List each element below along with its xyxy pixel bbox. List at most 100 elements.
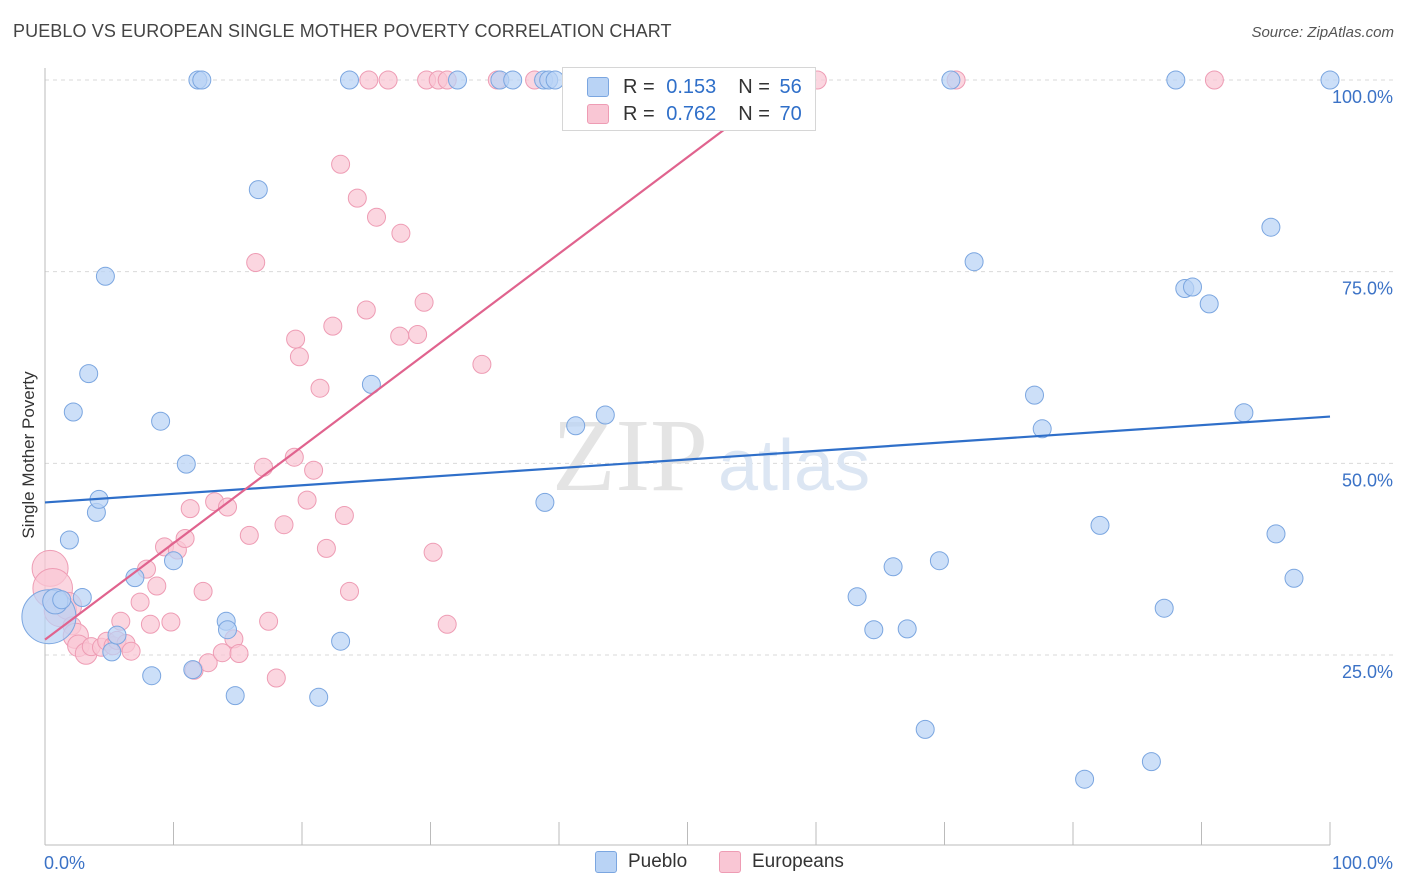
europeans-point-46 (323, 316, 343, 336)
legend-row-pueblo: R = 0.153 N = 56 (587, 74, 802, 100)
pueblo-point-43 (941, 70, 961, 90)
pueblo-trend-line (44, 415, 1331, 504)
pueblo-point-17 (183, 660, 203, 680)
europeans-point-18 (140, 614, 160, 634)
pueblo-legend-label: Pueblo (628, 851, 688, 872)
pueblo-point-42 (929, 551, 949, 571)
europeans-point-43 (304, 460, 324, 480)
pueblo-point-57 (1266, 524, 1286, 544)
pueblo-point-23 (248, 180, 268, 200)
pueblo-point-53 (1183, 277, 1202, 297)
europeans-point-52 (359, 70, 379, 90)
pueblo-point-11 (107, 625, 127, 645)
pueblo-point-21 (218, 620, 237, 640)
axes (44, 68, 1331, 846)
europeans-point-21 (161, 612, 181, 632)
pueblo-point-25 (331, 631, 351, 651)
pueblo-point-54 (1199, 294, 1219, 314)
pueblo-point-14 (151, 411, 171, 431)
chart-title: PUEBLO VS EUROPEAN SINGLE MOTHER POVERTY… (13, 21, 672, 41)
europeans-point-53 (367, 207, 386, 227)
pueblo-point-50 (1154, 598, 1174, 618)
watermark-atlas: atlas (718, 426, 870, 506)
europeans-point-49 (340, 581, 359, 601)
watermark-zip: ZIP (552, 398, 708, 513)
y-tick-label-25: 25.0% (1342, 662, 1393, 682)
europeans-point-47 (331, 154, 351, 174)
pueblo-n-label: N = (738, 75, 770, 98)
tick-labels: 25.0% 50.0% 75.0% 100.0% 0.0% 100.0% (44, 87, 1393, 873)
pueblo-point-16 (176, 454, 196, 474)
europeans-r-label: R = (623, 102, 655, 125)
y-tick-label-75: 75.0% (1342, 279, 1393, 299)
europeans-point-55 (390, 326, 410, 346)
legend-row-europeans: R = 0.762 N = 70 (587, 101, 802, 127)
y-tick-label-100: 100.0% (1332, 87, 1393, 107)
europeans-trend-line (44, 79, 791, 641)
europeans-point-56 (391, 223, 411, 243)
europeans-point-60 (423, 542, 443, 562)
europeans-point-42 (297, 490, 317, 510)
pueblo-point-27 (340, 70, 359, 90)
europeans-point-37 (266, 668, 286, 688)
bottom-legend-pueblo[interactable]: Pueblo (595, 851, 687, 873)
europeans-point-33 (239, 525, 259, 545)
europeans-point-15 (121, 641, 141, 661)
pueblo-point-6 (79, 364, 99, 384)
europeans-point-26 (193, 581, 213, 601)
pueblo-point-22 (225, 686, 245, 706)
gridlines (45, 79, 1395, 656)
pueblo-point-9 (95, 266, 115, 286)
pueblo-point-49 (1141, 752, 1161, 772)
europeans-point-24 (180, 499, 200, 519)
europeans-r-value: 0.762 (666, 102, 717, 125)
pueblo-r-value: 0.153 (666, 75, 717, 98)
europeans-point-69 (1204, 70, 1224, 90)
pueblo-point-47 (1075, 769, 1095, 789)
europeans-point-39 (284, 447, 304, 467)
europeans-point-23 (175, 529, 195, 548)
x-tick-label-0: 0.0% (44, 853, 85, 873)
pueblo-point-46 (1032, 419, 1052, 439)
europeans-point-48 (334, 506, 354, 525)
europeans-point-62 (437, 614, 457, 634)
europeans-point-57 (408, 325, 428, 344)
pueblo-point-36 (595, 405, 615, 425)
pueblo-points (21, 70, 1340, 789)
pueblo-point-35 (566, 416, 586, 436)
europeans-n-value: 70 (779, 102, 802, 125)
bottom-legend-europeans[interactable]: Europeans (719, 851, 844, 873)
europeans-point-64 (472, 354, 492, 374)
pueblo-point-40 (897, 619, 917, 639)
pueblo-point-13 (142, 666, 162, 686)
europeans-point-41 (289, 347, 309, 367)
pueblo-point-5 (72, 588, 92, 607)
pueblo-point-51 (1166, 70, 1186, 90)
pueblo-swatch (587, 77, 609, 97)
europeans-legend-swatch (719, 851, 741, 873)
pueblo-point-45 (1025, 385, 1044, 405)
y-tick-label-50: 50.0% (1342, 470, 1393, 490)
europeans-point-44 (310, 378, 330, 398)
europeans-point-30 (218, 497, 237, 517)
europeans-point-40 (286, 329, 306, 349)
pueblo-point-58 (1284, 568, 1304, 588)
europeans-point-35 (254, 457, 273, 477)
pueblo-point-10 (102, 642, 122, 662)
pueblo-point-48 (1090, 515, 1110, 535)
pueblo-point-59 (1320, 70, 1340, 90)
pueblo-point-15 (164, 551, 183, 571)
europeans-swatch (587, 104, 609, 124)
europeans-point-50 (347, 188, 367, 208)
pueblo-point-55 (1234, 403, 1254, 423)
pueblo-point-44 (964, 252, 984, 272)
europeans-point-54 (378, 70, 398, 90)
pueblo-point-30 (503, 70, 523, 90)
europeans-n-label: N = (738, 102, 770, 125)
pueblo-point-3 (59, 530, 79, 550)
europeans-point-32 (229, 644, 249, 663)
europeans-point-45 (316, 538, 336, 558)
europeans-points (31, 70, 1224, 688)
source-label: Source: ZipAtlas.com (1251, 24, 1394, 41)
